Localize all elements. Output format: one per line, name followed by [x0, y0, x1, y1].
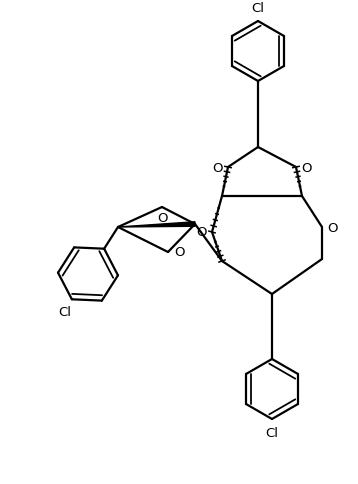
Text: O: O — [302, 161, 312, 174]
Text: Cl: Cl — [266, 426, 279, 439]
Text: Cl: Cl — [252, 1, 265, 15]
Text: O: O — [174, 246, 184, 259]
Polygon shape — [118, 222, 195, 227]
Text: Cl: Cl — [58, 305, 71, 318]
Text: O: O — [328, 221, 338, 234]
Text: O: O — [212, 161, 222, 174]
Text: O: O — [157, 212, 167, 225]
Text: O: O — [196, 226, 206, 239]
